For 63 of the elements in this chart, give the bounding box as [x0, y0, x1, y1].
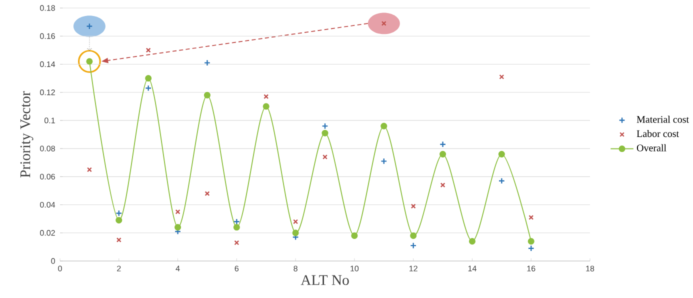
- point: [322, 122, 328, 130]
- point: [116, 237, 122, 242]
- x-tick-label: 16: [527, 266, 536, 272]
- y-tick-label: 0.02: [40, 230, 55, 236]
- x-tick-label: 10: [350, 266, 359, 272]
- point: [204, 191, 210, 196]
- point: [175, 209, 180, 214]
- y-tick-label: 0.1: [44, 118, 55, 124]
- point: [380, 158, 388, 164]
- point: [145, 75, 152, 82]
- y-tick-label: 0: [51, 258, 55, 264]
- y-tick-label: 0.04: [40, 202, 56, 208]
- y-tick-label: 0.06: [40, 174, 55, 180]
- x-tick-label: 2: [117, 266, 121, 272]
- point: [264, 94, 269, 100]
- legend-label: Overall: [636, 144, 666, 152]
- point: [410, 204, 416, 209]
- point: [410, 232, 417, 239]
- point: [86, 167, 92, 172]
- x-axis-title: ALT No: [300, 275, 349, 286]
- y-tick-label: 0.14: [40, 61, 56, 68]
- point: [380, 122, 388, 130]
- point: [293, 219, 298, 224]
- x-tick-label: 18: [586, 266, 594, 272]
- y-tick-label: 0.16: [40, 33, 55, 39]
- point: [498, 150, 505, 158]
- y-axis-title: Priority Vector: [20, 91, 34, 178]
- point: [262, 103, 270, 110]
- point: [528, 214, 534, 220]
- point: [204, 60, 210, 66]
- point: [528, 245, 534, 252]
- point: [410, 242, 417, 249]
- point: [322, 154, 328, 160]
- point: [468, 238, 476, 245]
- point: [322, 130, 328, 136]
- y-tick-label: 0.18: [40, 5, 55, 11]
- legend-label: Labor cost: [636, 130, 679, 138]
- x-tick-label: 4: [176, 266, 180, 272]
- point: [174, 224, 182, 231]
- point: [233, 224, 240, 231]
- point: [116, 210, 122, 216]
- x-tick-label: 8: [294, 266, 298, 272]
- point: [528, 238, 534, 245]
- point: [351, 232, 358, 239]
- x-tick-label: 14: [468, 266, 476, 272]
- point: [440, 141, 446, 148]
- y-tick-label: 0.12: [40, 90, 55, 96]
- x-tick-label: 0: [58, 266, 62, 272]
- point: [204, 92, 210, 98]
- x-tick-label: 12: [409, 266, 418, 272]
- x-tick-label: 6: [234, 266, 239, 272]
- point: [146, 48, 151, 53]
- point: [292, 230, 299, 236]
- point: [233, 218, 240, 225]
- point: [498, 178, 505, 184]
- point: [234, 240, 240, 246]
- point: [440, 182, 446, 188]
- y-tick-label: 0.08: [40, 146, 55, 152]
- legend-label: Material cost: [636, 116, 689, 123]
- point: [499, 74, 504, 80]
- point: [145, 84, 152, 92]
- point: [440, 150, 446, 158]
- point: [116, 216, 122, 224]
